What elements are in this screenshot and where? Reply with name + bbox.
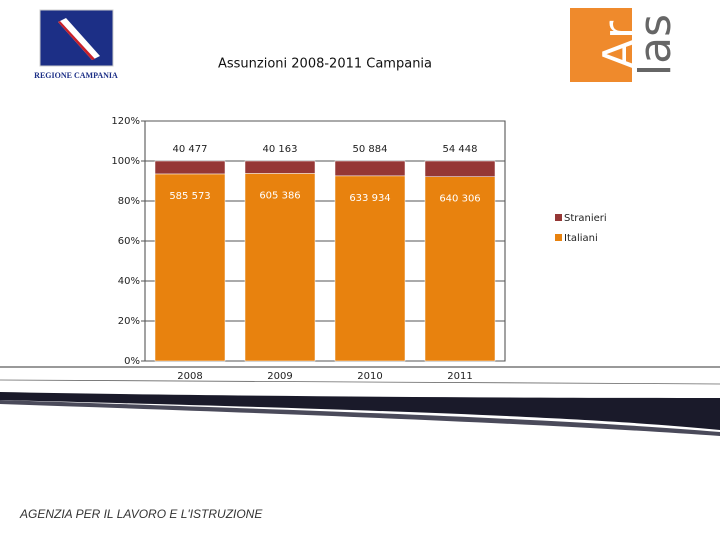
x-tick-label: 2008 xyxy=(177,371,202,382)
data-label: 640 306 xyxy=(439,194,480,205)
logo-text: REGIONE CAMPANIA xyxy=(34,71,118,80)
y-tick-label: 100% xyxy=(111,156,140,167)
logo-text: Ar xyxy=(594,20,645,69)
legend-swatch xyxy=(555,214,562,221)
bar-segment xyxy=(154,160,226,175)
logo-arlas: Ar las xyxy=(570,8,681,82)
data-label: 54 448 xyxy=(443,144,478,155)
x-tick-label: 2009 xyxy=(267,371,292,382)
bar-segment xyxy=(424,176,496,362)
data-label: 585 573 xyxy=(169,191,210,202)
logo-text: las xyxy=(630,14,681,76)
y-tick-label: 60% xyxy=(118,236,140,247)
bar-segment xyxy=(424,160,496,177)
y-tick-label: 0% xyxy=(124,356,140,367)
data-label: 633 934 xyxy=(349,193,390,204)
legend-label: Italiani xyxy=(564,233,598,244)
bar-segment xyxy=(334,160,406,177)
y-tick-label: 80% xyxy=(118,196,140,207)
x-tick-label: 2010 xyxy=(357,371,382,382)
bar-segment xyxy=(244,160,316,174)
bar-segment xyxy=(154,173,226,362)
y-tick-label: 20% xyxy=(118,316,140,327)
y-tick-label: 40% xyxy=(118,276,140,287)
logo-regione: REGIONE CAMPANIA xyxy=(34,9,118,80)
y-tick-label: 120% xyxy=(111,116,140,127)
data-label: 50 884 xyxy=(353,144,388,155)
legend-label: Stranieri xyxy=(564,213,607,224)
x-tick-label: 2011 xyxy=(447,371,472,382)
bar-segment xyxy=(244,173,316,362)
bar-segment xyxy=(334,175,406,362)
chart-title: Assunzioni 2008-2011 Campania xyxy=(218,57,432,72)
data-label: 605 386 xyxy=(259,190,300,201)
footer-text: AGENZIA PER IL LAVORO E L'ISTRUZIONE xyxy=(19,507,263,521)
data-label: 40 163 xyxy=(263,144,298,155)
decoration xyxy=(0,366,720,436)
data-label: 40 477 xyxy=(173,144,208,155)
legend-swatch xyxy=(555,234,562,241)
